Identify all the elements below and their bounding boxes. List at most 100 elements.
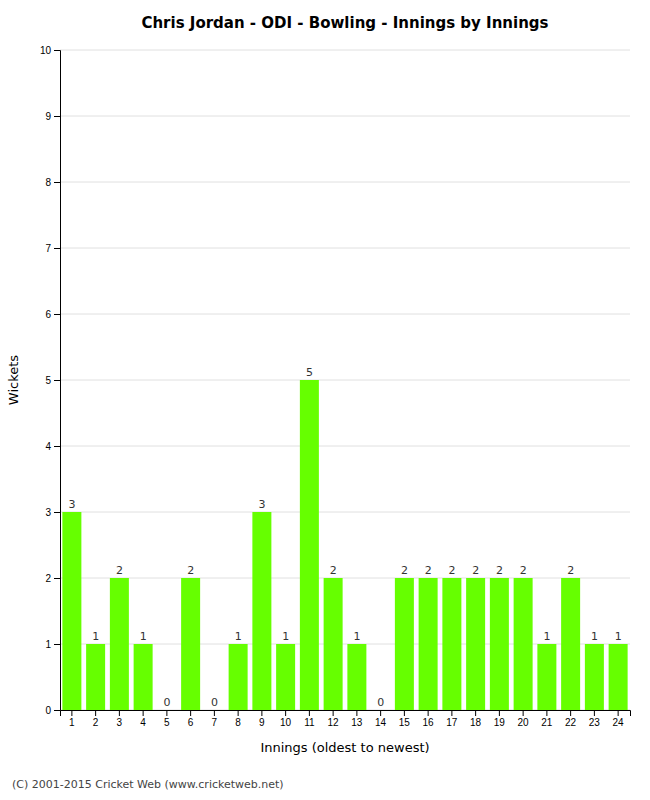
data-label: 0 <box>377 696 384 709</box>
x-tick-label: 13 <box>351 717 363 728</box>
y-axis: 012345678910 <box>40 45 61 716</box>
grid-line <box>60 248 630 249</box>
y-tick-label: 6 <box>45 309 51 320</box>
data-label: 2 <box>496 564 503 577</box>
bar <box>110 578 129 710</box>
x-tick-label: 19 <box>494 717 506 728</box>
x-tick-label: 24 <box>613 717 625 728</box>
plot-area: 3121020131521022222212111234567891011121… <box>40 45 631 728</box>
x-tick-mark <box>119 710 120 716</box>
y-tick-label: 4 <box>45 441 51 452</box>
grid-line <box>60 116 630 117</box>
x-tick-label: 9 <box>259 717 265 728</box>
data-label: 0 <box>211 696 218 709</box>
y-tick: 10 <box>40 45 60 56</box>
x-tick-mark <box>71 710 72 716</box>
x-tick-mark <box>451 710 452 716</box>
grid-line <box>60 50 630 51</box>
x-tick-mark <box>404 710 405 716</box>
data-label: 2 <box>448 564 455 577</box>
y-tick: 1 <box>45 639 60 650</box>
data-label: 1 <box>235 630 242 643</box>
footer: (C) 2001-2015 Cricket Web (www.cricketwe… <box>12 778 284 791</box>
y-tick-mark <box>54 578 60 579</box>
grid-line <box>60 380 630 381</box>
bar <box>609 644 628 710</box>
x-tick: 5 <box>164 710 170 728</box>
chart-svg: 3121020131521022222212111234567891011121… <box>0 0 650 800</box>
x-tick: 1 <box>69 710 75 728</box>
x-tick-mark <box>594 710 595 716</box>
x-tick: 17 <box>446 710 458 728</box>
x-tick: 20 <box>518 710 530 728</box>
y-tick: 9 <box>45 111 60 122</box>
x-tick-label: 8 <box>235 717 241 728</box>
x-tick: 4 <box>140 710 146 728</box>
x-tick-mark <box>499 710 500 716</box>
y-tick-label: 0 <box>45 705 51 716</box>
x-tick-mark <box>261 710 262 716</box>
data-label: 2 <box>425 564 432 577</box>
x-tick: 6 <box>188 710 194 728</box>
x-tick-mark <box>356 710 357 716</box>
data-label: 2 <box>330 564 337 577</box>
y-tick: 5 <box>45 375 60 386</box>
y-tick-label: 5 <box>45 375 51 386</box>
x-tick-mark <box>618 710 619 716</box>
x-tick: 24 <box>613 710 625 728</box>
y-axis-title: Wickets <box>6 355 21 405</box>
x-tick: 9 <box>259 710 265 728</box>
x-tick: 16 <box>423 710 435 728</box>
y-tick-mark <box>54 446 60 447</box>
data-label: 1 <box>92 630 99 643</box>
y-tick-mark <box>54 248 60 249</box>
y-tick-mark <box>54 512 60 513</box>
x-tick: 11 <box>304 710 315 728</box>
data-label: 2 <box>520 564 527 577</box>
bar <box>466 578 485 710</box>
x-tick: 15 <box>399 710 411 728</box>
x-tick-label: 11 <box>304 717 315 728</box>
title: Chris Jordan - ODI - Bowling - Innings b… <box>141 14 548 32</box>
y-tick: 3 <box>45 507 60 518</box>
data-label: 1 <box>543 630 550 643</box>
x-tick-mark <box>570 710 571 716</box>
data-label: 2 <box>401 564 408 577</box>
bar <box>514 578 533 710</box>
bar <box>252 512 271 710</box>
x-tick-label: 16 <box>423 717 435 728</box>
x-tick: 8 <box>235 710 241 728</box>
y-tick-label: 7 <box>45 243 51 254</box>
grid-line <box>60 578 630 579</box>
x-tick-label: 4 <box>140 717 146 728</box>
bar <box>561 578 580 710</box>
x-tick-label: 17 <box>446 717 458 728</box>
x-axis-line <box>61 711 631 717</box>
data-label: 2 <box>187 564 194 577</box>
data-label: 2 <box>116 564 123 577</box>
y-tick: 0 <box>45 705 60 716</box>
bar <box>419 578 438 710</box>
x-tick-label: 12 <box>328 717 340 728</box>
x-tick-mark <box>546 710 547 716</box>
x-tick: 19 <box>494 710 506 728</box>
bar <box>490 578 509 710</box>
x-tick: 3 <box>117 710 123 728</box>
bar <box>300 380 319 710</box>
x-tick-label: 21 <box>541 717 553 728</box>
x-tick-mark <box>380 710 381 716</box>
bar <box>134 644 153 710</box>
data-label: 1 <box>615 630 622 643</box>
y-tick-label: 9 <box>45 111 51 122</box>
x-tick: 13 <box>351 710 363 728</box>
bar <box>86 644 105 710</box>
y-tick: 7 <box>45 243 60 254</box>
y-tick-mark <box>54 644 60 645</box>
y-tick-mark <box>54 50 60 51</box>
y-tick-mark <box>54 182 60 183</box>
y-tick-label: 1 <box>45 639 51 650</box>
x-tick-mark <box>143 710 144 716</box>
y-tick-label: 8 <box>45 177 51 188</box>
bars <box>62 380 627 710</box>
x-tick-label: 10 <box>280 717 292 728</box>
